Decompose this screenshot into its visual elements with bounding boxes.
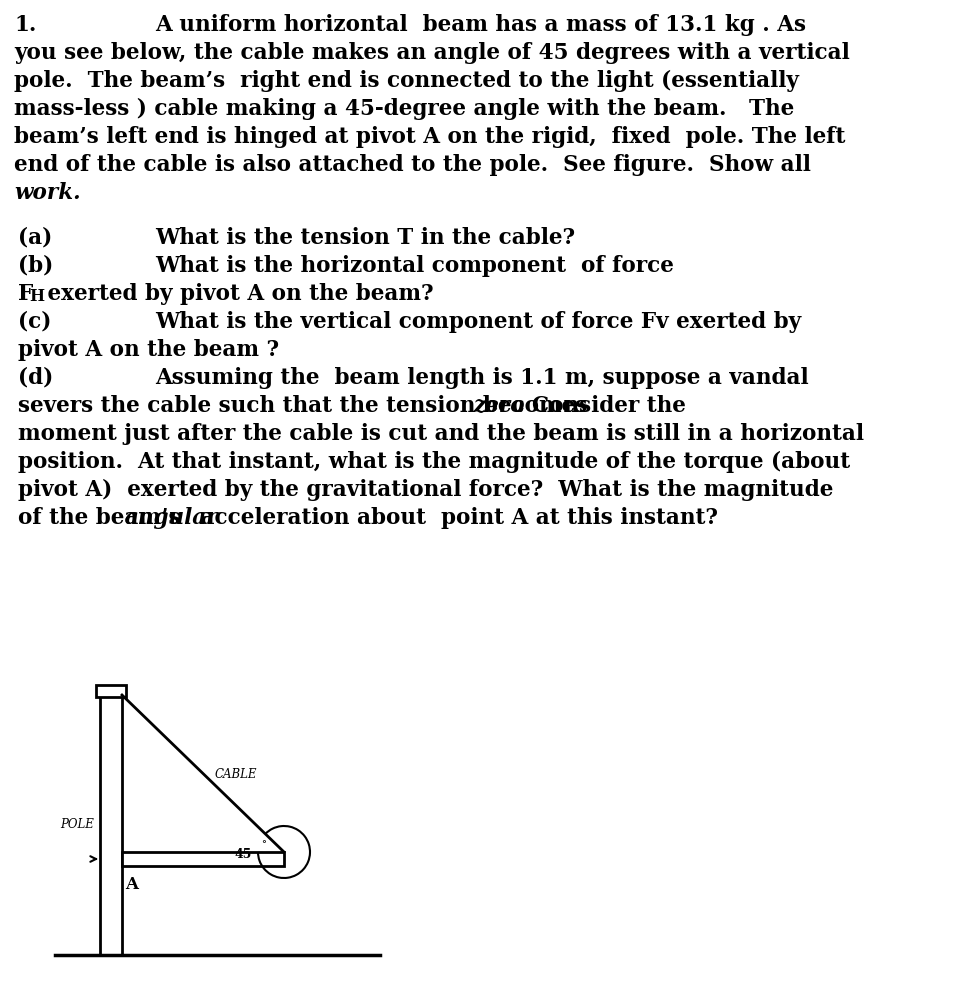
Text: severs the cable such that the tension becomes: severs the cable such that the tension b…: [18, 395, 595, 416]
Polygon shape: [96, 685, 126, 697]
Text: 1.: 1.: [14, 14, 36, 36]
Text: angular: angular: [125, 507, 218, 528]
Text: What is the vertical component of force Fv exerted by: What is the vertical component of force …: [155, 310, 801, 333]
Text: moment just after the cable is cut and the beam is still in a horizontal: moment just after the cable is cut and t…: [18, 423, 864, 445]
Polygon shape: [122, 852, 284, 866]
Text: position.  At that instant, what is the magnitude of the torque (about: position. At that instant, what is the m…: [18, 451, 851, 473]
Text: (c): (c): [18, 310, 51, 333]
Text: beam’s left end is hinged at pivot A on the rigid,  fixed  pole. The left: beam’s left end is hinged at pivot A on …: [14, 126, 846, 148]
Text: What is the horizontal component  of force: What is the horizontal component of forc…: [155, 254, 674, 277]
Text: pole.  The beam’s  right end is connected to the light (essentially: pole. The beam’s right end is connected …: [14, 70, 799, 92]
Text: A uniform horizontal  beam has a mass of 13.1 kg . As: A uniform horizontal beam has a mass of …: [155, 14, 806, 36]
Text: of the beam’s: of the beam’s: [18, 507, 188, 528]
Text: H: H: [29, 288, 44, 304]
Text: (a): (a): [18, 227, 52, 248]
Text: acceleration about  point A at this instant?: acceleration about point A at this insta…: [193, 507, 718, 528]
Text: POLE: POLE: [60, 819, 94, 832]
Text: (b): (b): [18, 254, 53, 277]
Text: end of the cable is also attached to the pole.  See figure.  Show all: end of the cable is also attached to the…: [14, 154, 811, 176]
Text: A: A: [125, 876, 138, 893]
Polygon shape: [100, 695, 122, 955]
Text: zero: zero: [473, 395, 524, 416]
Text: . Consider the: . Consider the: [517, 395, 686, 416]
Text: F: F: [18, 283, 33, 304]
Text: Assuming the  beam length is 1.1 m, suppose a vandal: Assuming the beam length is 1.1 m, suppo…: [155, 367, 809, 389]
Text: you see below, the cable makes an angle of 45 degrees with a vertical: you see below, the cable makes an angle …: [14, 42, 850, 64]
Text: °: °: [261, 840, 266, 849]
Text: exerted by pivot A on the beam?: exerted by pivot A on the beam?: [40, 283, 434, 304]
Text: mass-less ) cable making a 45-degree angle with the beam.   The: mass-less ) cable making a 45-degree ang…: [14, 98, 794, 120]
Text: work.: work.: [14, 182, 81, 204]
Text: 45: 45: [234, 848, 251, 861]
Text: pivot A)  exerted by the gravitational force?  What is the magnitude: pivot A) exerted by the gravitational fo…: [18, 479, 833, 501]
Text: (d): (d): [18, 367, 53, 389]
Text: What is the tension T in the cable?: What is the tension T in the cable?: [155, 227, 575, 248]
Text: pivot A on the beam ?: pivot A on the beam ?: [18, 339, 279, 360]
Text: CABLE: CABLE: [215, 769, 257, 782]
